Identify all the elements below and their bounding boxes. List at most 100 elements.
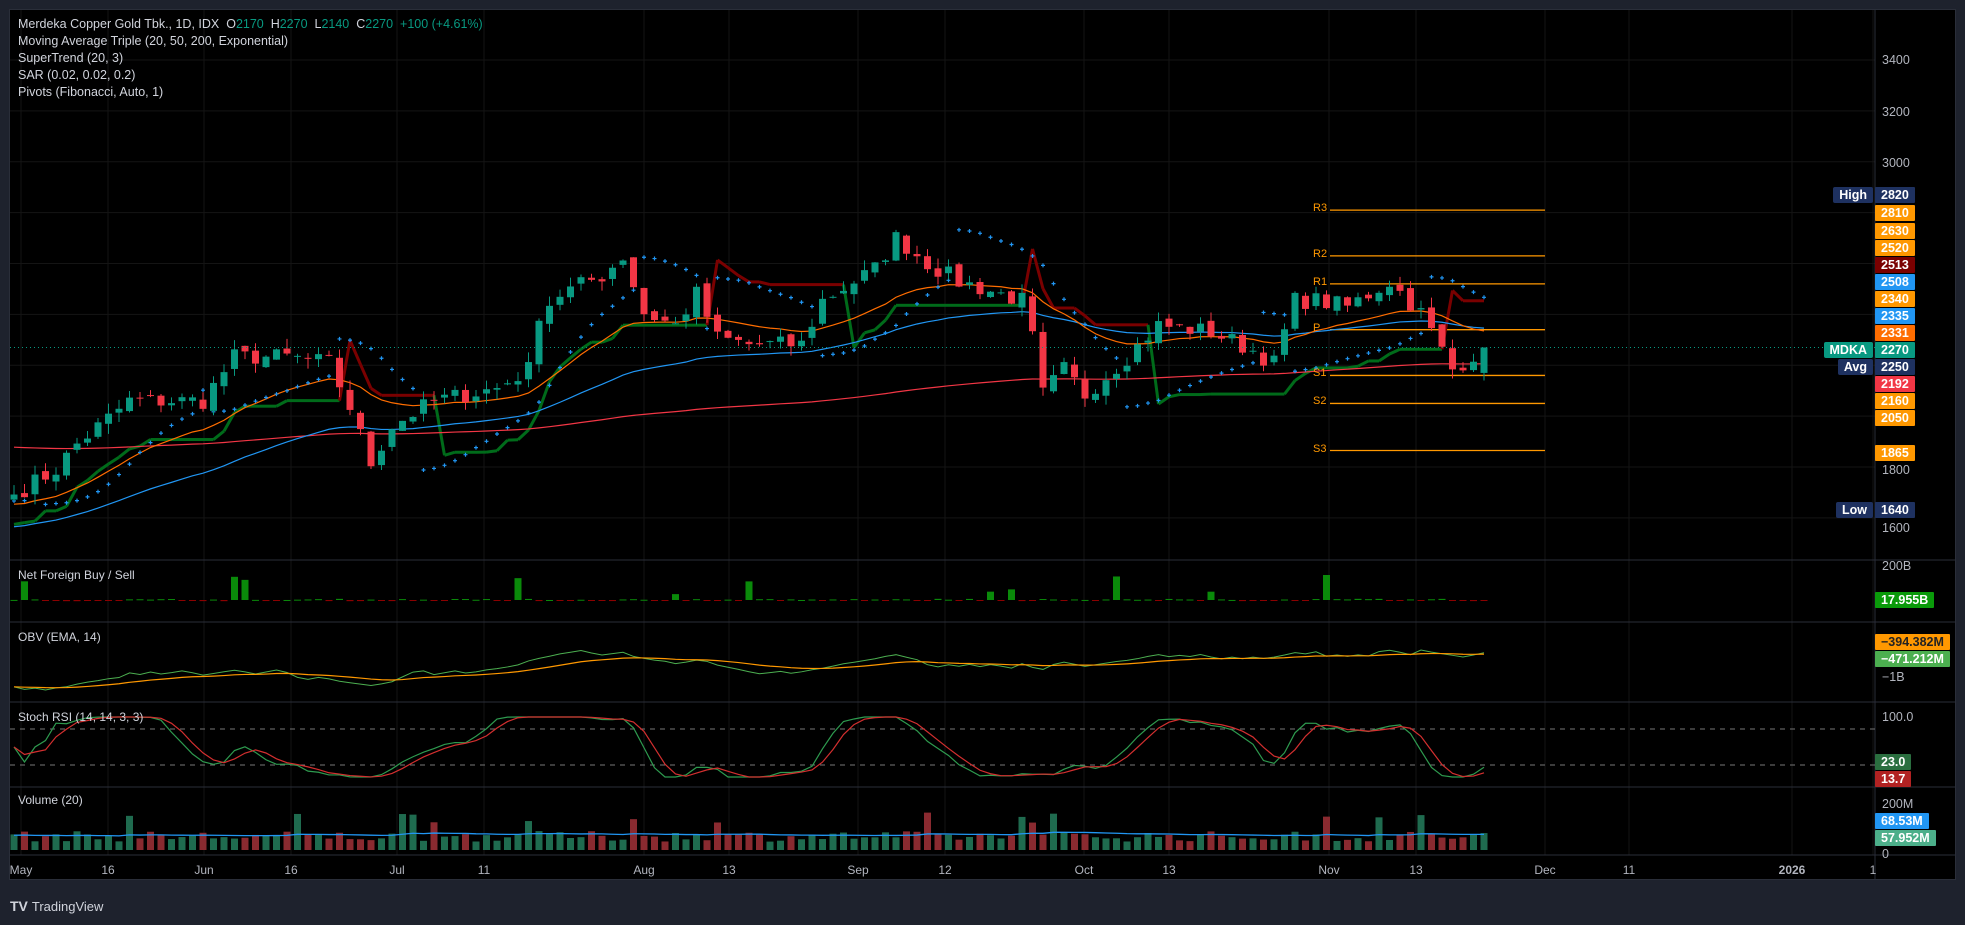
sar-dot <box>106 482 111 487</box>
net-foreign-bar <box>241 579 249 600</box>
volume-bar <box>514 834 522 850</box>
net-foreign-bar <box>283 599 291 601</box>
volume-badge: 57.952M <box>1875 830 1936 846</box>
stoch-rsi-title[interactable]: Stoch RSI (14, 14, 3, 3) <box>18 710 144 724</box>
volume-bar <box>483 835 490 850</box>
sar-dot <box>138 450 142 455</box>
volume-bar <box>1249 838 1257 850</box>
supertrend-up-segment <box>1168 393 1180 399</box>
candle-body <box>388 429 396 447</box>
sar-dot <box>1114 355 1119 360</box>
indicator-pivots[interactable]: Pivots (Fibonacci, Auto, 1) <box>18 85 164 99</box>
tradingview-logo[interactable]: TV TradingView <box>10 898 103 914</box>
volume-bar <box>126 815 133 850</box>
volume-bar <box>724 834 732 850</box>
volume-bar <box>840 832 847 850</box>
net-foreign-bar <box>252 599 259 601</box>
net-foreign-bar <box>703 600 711 601</box>
volume-bar <box>84 834 91 850</box>
net-foreign-bar <box>976 600 984 601</box>
symbol-name[interactable]: Merdeka Copper Gold Tbk., 1D, IDX <box>18 17 220 31</box>
volume-bar <box>462 834 469 850</box>
indicator-ma-triple[interactable]: Moving Average Triple (20, 50, 200, Expo… <box>18 34 289 48</box>
indicator-supertrend[interactable]: SuperTrend (20, 3) <box>18 51 124 65</box>
close-label: C <box>356 17 366 31</box>
net-foreign-bar <box>1144 599 1152 601</box>
candle-body <box>283 348 291 354</box>
candle-body <box>409 417 417 422</box>
sar-dot <box>54 501 58 506</box>
supertrend-up-segment <box>76 479 89 489</box>
candle-body <box>882 260 889 262</box>
net-foreign-bar <box>462 599 469 601</box>
sar-dot <box>547 383 552 388</box>
candle-body <box>903 235 910 254</box>
candle-body <box>115 408 123 413</box>
volume-title[interactable]: Volume (20) <box>18 793 83 807</box>
chart-frame[interactable] <box>9 9 1956 880</box>
net-foreign-bar <box>1270 600 1278 601</box>
sar-dot <box>1482 295 1486 300</box>
obv-title[interactable]: OBV (EMA, 14) <box>18 630 101 644</box>
sar-dot <box>862 343 867 348</box>
supertrend-up-segment <box>569 347 582 359</box>
net-foreign-bar <box>672 594 679 600</box>
volume-bar <box>1071 833 1078 850</box>
sar-dot <box>411 386 415 391</box>
candle-body <box>934 268 942 277</box>
time-axis-label: May <box>9 863 33 877</box>
volume-bar <box>966 836 973 850</box>
sar-dot <box>1083 322 1087 327</box>
time-axis-label: 11 <box>1622 863 1636 877</box>
volume-bar <box>651 836 658 850</box>
net-foreign-bar <box>787 599 795 601</box>
volume-bar <box>672 833 679 850</box>
sar-dot <box>463 452 468 457</box>
price-badge: 2050 <box>1875 410 1915 426</box>
indicator-sar[interactable]: SAR (0.02, 0.02, 0.2) <box>18 68 136 82</box>
volume-bar <box>829 833 837 850</box>
net-foreign-bar <box>294 599 301 601</box>
volume-bar <box>567 837 574 850</box>
net-foreign-bar <box>1386 600 1393 601</box>
supertrend-up-segment <box>33 509 47 523</box>
candle-body <box>924 256 931 270</box>
candle-body <box>598 279 606 282</box>
candle-body <box>357 412 364 430</box>
sar-dot <box>1419 331 1423 336</box>
sar-dot <box>127 462 132 467</box>
net-foreign-bar <box>451 598 459 600</box>
net-foreign-bar <box>1291 600 1299 601</box>
candle-body <box>661 316 669 321</box>
volume-bar <box>1165 834 1173 850</box>
net-foreign-bar <box>1396 600 1404 601</box>
candle-body <box>861 270 868 281</box>
sar-dot <box>768 288 772 293</box>
candle-body <box>808 326 816 338</box>
volume-bar <box>871 837 879 850</box>
sar-dot <box>1072 310 1077 315</box>
candle-body <box>1029 296 1036 332</box>
supertrend-up-segment <box>1388 347 1401 356</box>
price-badge: 2630 <box>1875 223 1915 239</box>
net-foreign-bar <box>1029 600 1036 601</box>
price-badge: 2508 <box>1875 274 1915 290</box>
net-foreign-title[interactable]: Net Foreign Buy / Sell <box>18 568 135 582</box>
sar-dot <box>526 411 531 416</box>
sar-dot <box>232 407 237 412</box>
candle-body <box>588 277 595 280</box>
time-axis-label: Jun <box>194 863 214 877</box>
sar-dot <box>1429 274 1434 279</box>
supertrend-down-segment <box>359 363 373 389</box>
candle-body <box>766 341 774 343</box>
candle-body <box>609 267 616 279</box>
supertrend-down-segment <box>338 339 352 401</box>
sar-dot <box>1408 336 1413 341</box>
candle-body <box>1102 380 1110 396</box>
pivot-label: R2 <box>1313 247 1328 260</box>
volume-bar <box>283 831 291 850</box>
candle-body <box>304 357 312 359</box>
candle-body <box>10 494 18 500</box>
candle-body <box>168 403 175 406</box>
